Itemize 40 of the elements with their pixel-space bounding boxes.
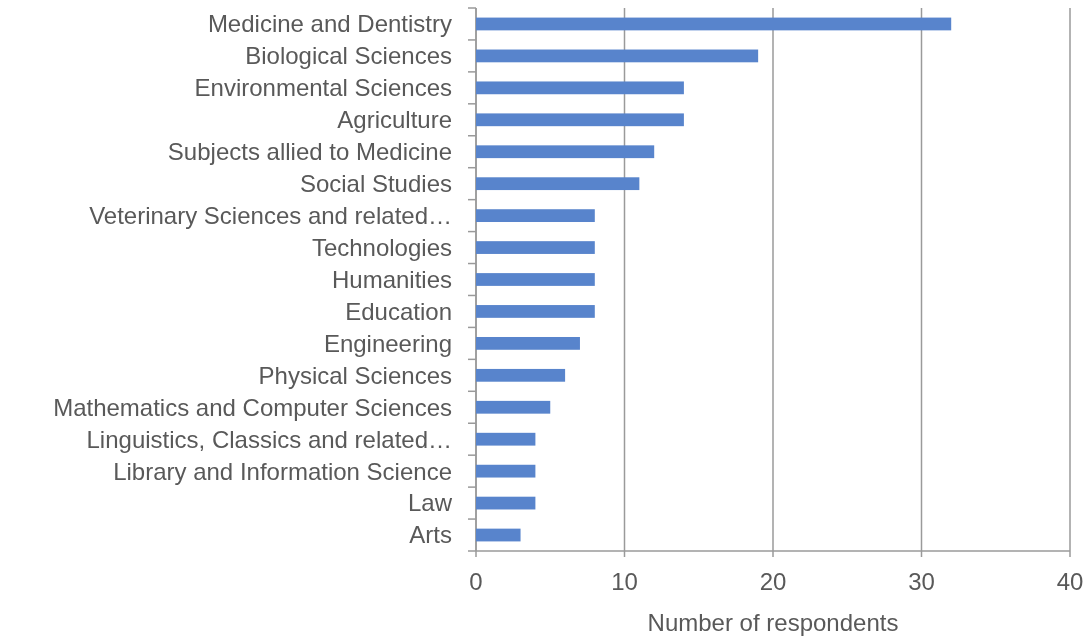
x-axis-title: Number of respondents (647, 609, 899, 636)
y-tick-label: Technologies (311, 233, 452, 261)
y-tick-label: Mathematics and Computer Sciences (53, 393, 452, 421)
bar (476, 145, 655, 159)
bar (476, 273, 595, 286)
bar (476, 177, 640, 191)
y-tick-label: Subjects allied to Medicine (167, 138, 452, 166)
y-tick-label: Biological Sciences (245, 42, 452, 70)
bar (476, 464, 536, 478)
bar (476, 496, 536, 510)
bar (476, 17, 952, 31)
y-tick-label: Arts (409, 521, 452, 549)
x-tick-label: 0 (469, 568, 483, 595)
y-tick-label: Environmental Sciences (194, 74, 452, 102)
y-tick-label: Social Studies (299, 170, 452, 198)
bar (476, 336, 580, 350)
bar (476, 400, 551, 414)
x-tick-label: 10 (611, 568, 638, 595)
x-tick-label: 40 (1056, 568, 1084, 595)
y-tick-label: Law (407, 489, 453, 517)
y-tick-label: Agriculture (337, 106, 452, 134)
bar (476, 305, 595, 318)
y-tick-label: Engineering (323, 329, 452, 357)
bar (476, 241, 595, 254)
x-tick-label: 30 (908, 568, 935, 595)
bar (476, 209, 595, 223)
x-tick-label: 20 (759, 568, 787, 595)
y-tick-label: Library and Information Science (113, 457, 452, 485)
bar (476, 81, 684, 95)
y-tick-label: Linguistics, Classics and related… (86, 425, 452, 453)
bar (476, 113, 684, 127)
y-tick-label: Education (345, 297, 452, 325)
y-tick-label: Humanities (331, 265, 452, 293)
bar (476, 432, 536, 446)
y-tick-label: Veterinary Sciences and related… (89, 202, 452, 230)
bar (476, 49, 759, 63)
y-tick-label: Physical Sciences (258, 361, 452, 389)
bar (476, 368, 566, 382)
y-tick-label: Medicine and Dentistry (207, 10, 452, 38)
bar (476, 528, 521, 542)
